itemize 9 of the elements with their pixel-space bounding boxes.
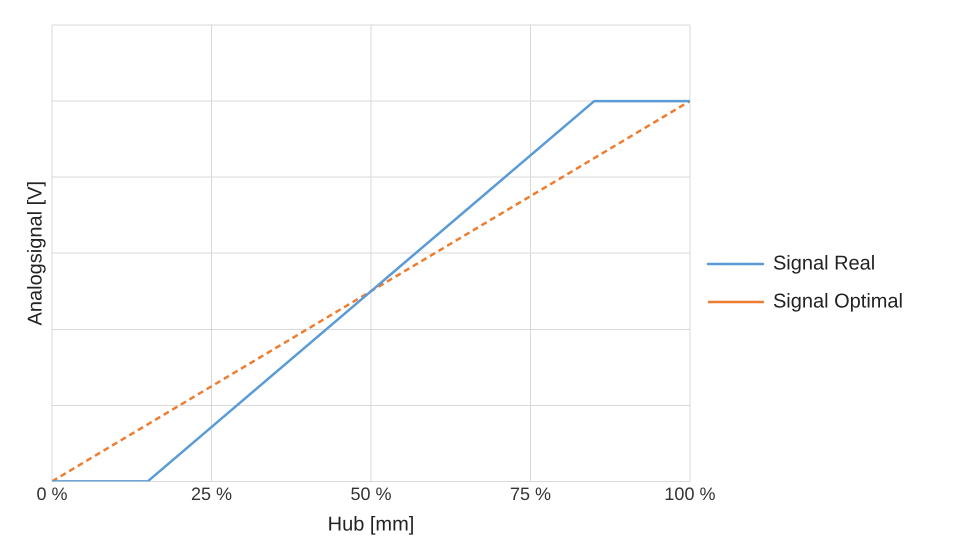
x-tick-label: 75 % <box>510 484 551 504</box>
x-tick-label: 0 % <box>36 484 68 504</box>
y-axis-title: Analogsignal [V] <box>24 180 47 326</box>
x-tick-label: 100 % <box>664 484 716 504</box>
legend-label: Signal Real <box>772 252 876 275</box>
x-tick-label: 25 % <box>190 484 232 504</box>
x-axis-title: Hub [mm] <box>328 514 414 536</box>
legend-label: Signal Optimal <box>772 290 904 313</box>
x-tick-label: 50 % <box>350 484 392 504</box>
